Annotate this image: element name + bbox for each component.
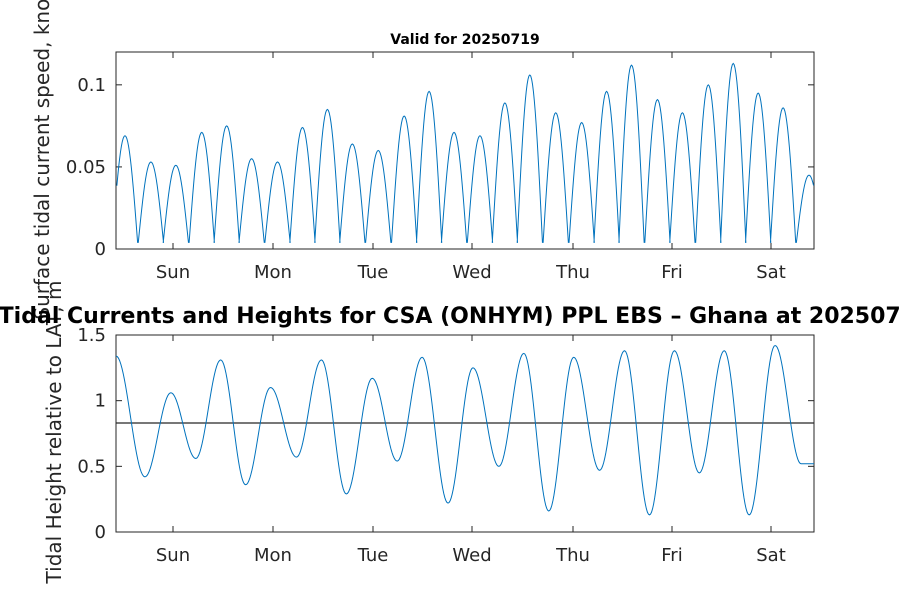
top-plot-title: Valid for 20250719 xyxy=(390,32,539,48)
bottom-ytick-label: 1.5 xyxy=(77,325,106,346)
bottom-plot-axes-box xyxy=(115,334,815,533)
bottom-xtick-label: Tue xyxy=(357,545,389,566)
top-plot-ylabel: Surface tidal current speed, knots xyxy=(30,0,54,320)
top-ytick-label: 0.1 xyxy=(77,75,106,96)
bottom-xtick-label: Sat xyxy=(756,545,786,566)
current-speed-plot: Valid for 20250719 0 0.05 0.1 Sun Mon Tue Wed T… xyxy=(66,32,815,283)
bottom-ytick-label: 0.5 xyxy=(77,456,106,477)
bottom-xtick-label: Wed xyxy=(452,545,491,566)
main-plot-title: Tidal Currents and Heights for CSA (ONHY… xyxy=(0,304,900,329)
bottom-plot-ylabel: Tidal Height relative to LAT, m xyxy=(42,281,66,585)
bottom-xtick-label: Sun xyxy=(156,545,190,566)
top-xtick-label: Wed xyxy=(452,262,491,283)
bottom-xtick-label: Fri xyxy=(661,545,682,566)
tidal-height-plot: 0 0.5 1 1.5 Sun Mon Tue Wed Thu Fri Sat xyxy=(77,325,815,566)
tidal-height-series xyxy=(115,344,814,516)
bottom-xtick-label: Thu xyxy=(555,545,590,566)
top-plot-ticks: 0 0.05 0.1 Sun Mon Tue Wed Thu Fri Sat xyxy=(66,52,814,283)
top-xtick-label: Mon xyxy=(254,262,292,283)
top-xtick-label: Tue xyxy=(357,262,389,283)
bottom-ytick-label: 1 xyxy=(95,391,106,412)
top-xtick-label: Sat xyxy=(756,262,786,283)
top-ytick-label: 0 xyxy=(95,239,106,260)
bottom-xtick-label: Mon xyxy=(254,545,292,566)
top-xtick-label: Sun xyxy=(156,262,190,283)
top-xtick-label: Thu xyxy=(555,262,590,283)
top-ytick-label: 0.05 xyxy=(66,157,106,178)
bottom-ytick-label: 0 xyxy=(95,522,106,543)
current-speed-series xyxy=(116,62,815,243)
top-xtick-label: Fri xyxy=(661,262,682,283)
bottom-plot-ticks: 0 0.5 1 1.5 Sun Mon Tue Wed Thu Fri Sat xyxy=(77,325,814,566)
